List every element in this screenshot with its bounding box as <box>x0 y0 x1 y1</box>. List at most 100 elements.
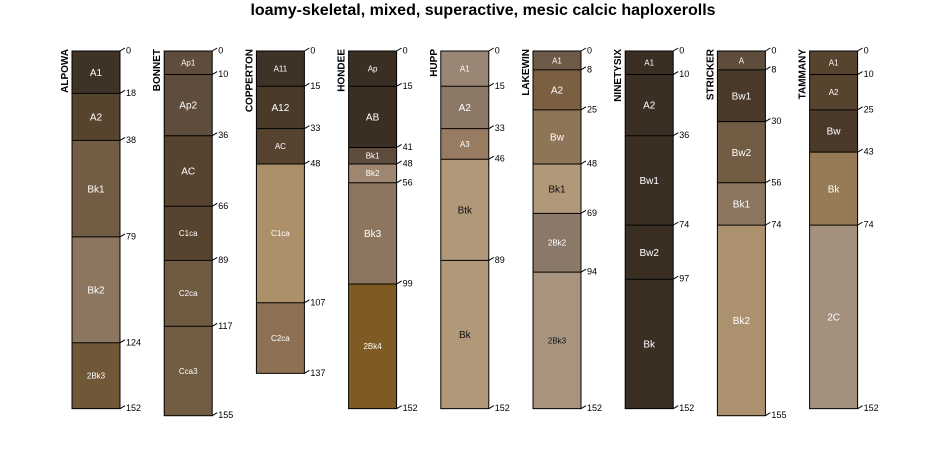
horizon-label-stricker-3: Bk1 <box>733 200 751 211</box>
horizon-label-alpowa-4: 2Bk3 <box>87 372 106 381</box>
horizon-bonnet-5 <box>164 326 213 416</box>
horizon-hondee-1 <box>348 86 397 148</box>
depth-label-lakewin-5: 94 <box>587 267 597 277</box>
horizon-lakewin-5 <box>533 272 581 409</box>
profile-name-alpowa: ALPOWA <box>60 49 71 93</box>
depth-label-tammany-1: 10 <box>864 69 874 79</box>
horizon-hondee-5 <box>348 283 397 409</box>
depth-label-lakewin-0: 0 <box>587 46 592 56</box>
profile-stricker: A Bw1 Bw2 Bk1 Bk2 0 8 30 56 74 155 STRICKER <box>705 46 786 421</box>
horizon-label-copperton-0: A11 <box>274 65 288 74</box>
horizon-lakewin-3 <box>533 163 581 214</box>
horizon-label-ninetysix-3: Bw2 <box>639 248 659 259</box>
depth-tick-ninetysix-4 <box>672 275 679 280</box>
profile-outline-hondee <box>348 50 398 410</box>
depth-tick-copperton-0 <box>304 47 310 52</box>
horizon-label-hondee-4: Bk3 <box>364 229 382 240</box>
depth-label-lakewin-2: 25 <box>587 104 597 114</box>
depth-label-stricker-0: 0 <box>771 46 776 56</box>
profile-ninetysix: A1 A2 Bw1 Bw2 Bk 0 10 36 74 97 152 NINETYSIX <box>613 46 694 414</box>
horizon-bonnet-1 <box>164 74 213 136</box>
profile-name-hupp: HUPP <box>429 49 440 77</box>
horizon-label-bonnet-5: Cca3 <box>179 367 198 376</box>
profile-hondee: Ap AB Bk1 Bk2 Bk3 2Bk4 0 15 41 48 56 99 152 HONDEE <box>337 46 418 414</box>
horizon-label-bonnet-2: AC <box>181 167 195 178</box>
depth-tick-stricker-1 <box>765 66 771 71</box>
depth-label-stricker-4: 74 <box>771 220 781 230</box>
depth-label-ninetysix-1: 10 <box>679 69 689 79</box>
depth-tick-alpowa-5 <box>119 405 126 410</box>
profile-outline-bonnet <box>163 50 213 417</box>
horizon-label-ninetysix-1: A2 <box>643 101 656 112</box>
horizon-alpowa-0 <box>72 51 120 94</box>
horizon-label-lakewin-0: A1 <box>552 56 562 65</box>
horizon-label-ninetysix-2: Bw1 <box>639 176 659 187</box>
horizon-bonnet-2 <box>164 135 213 207</box>
depth-label-bonnet-2: 36 <box>218 130 228 140</box>
depth-tick-hupp-0 <box>488 47 495 52</box>
depth-tick-tammany-5 <box>857 405 863 410</box>
depth-label-hondee-3: 48 <box>403 158 413 168</box>
horizon-label-hondee-1: AB <box>366 112 380 123</box>
depth-tick-lakewin-2 <box>580 106 587 111</box>
profile-outline-ninetysix <box>624 50 674 410</box>
horizon-label-tammany-4: 2C <box>827 312 840 323</box>
depth-tick-alpowa-1 <box>119 89 126 94</box>
horizon-lakewin-4 <box>533 213 581 273</box>
depth-label-bonnet-4: 89 <box>218 255 228 265</box>
horizon-hondee-4 <box>348 182 397 284</box>
horizon-lakewin-1 <box>533 69 581 110</box>
horizon-tammany-0 <box>809 51 858 75</box>
depth-tick-ninetysix-2 <box>672 132 679 137</box>
depth-tick-stricker-2 <box>765 118 771 123</box>
depth-tick-stricker-5 <box>765 412 771 417</box>
horizon-ninetysix-1 <box>625 74 674 136</box>
horizon-copperton-1 <box>256 86 305 129</box>
depth-tick-alpowa-4 <box>119 339 126 344</box>
depth-label-tammany-2: 25 <box>864 104 874 114</box>
depth-label-hupp-3: 46 <box>495 154 505 164</box>
horizon-hupp-2 <box>440 128 489 160</box>
depth-label-bonnet-3: 66 <box>218 201 228 211</box>
depth-tick-lakewin-6 <box>580 405 587 410</box>
depth-label-bonnet-6: 155 <box>218 410 233 420</box>
horizon-bonnet-4 <box>164 260 213 327</box>
horizon-label-alpowa-1: A2 <box>90 112 103 123</box>
horizon-alpowa-2 <box>72 140 120 237</box>
depth-tick-ninetysix-1 <box>672 71 679 75</box>
profile-name-stricker: STRICKER <box>705 48 716 100</box>
depth-tick-ninetysix-0 <box>672 47 679 52</box>
horizon-stricker-4 <box>717 225 766 416</box>
profile-outline-hupp <box>440 50 490 410</box>
depth-tick-tammany-3 <box>857 148 863 153</box>
horizon-label-hondee-0: Ap <box>368 65 378 74</box>
horizon-hondee-0 <box>348 51 397 87</box>
horizon-stricker-1 <box>717 69 766 122</box>
depth-label-ninetysix-2: 36 <box>679 130 689 140</box>
depth-tick-lakewin-3 <box>580 160 587 165</box>
profile-name-bonnet: BONNET <box>152 49 163 91</box>
horizon-label-copperton-2: AC <box>275 142 286 151</box>
depth-label-ninetysix-4: 97 <box>679 274 689 284</box>
horizon-lakewin-2 <box>533 109 581 164</box>
horizon-label-stricker-0: A <box>739 56 745 65</box>
profile-name-ninetysix: NINETYSIX <box>613 49 624 102</box>
depth-label-stricker-1: 8 <box>771 64 776 74</box>
horizon-label-lakewin-5: 2Bk3 <box>548 336 567 345</box>
profile-alpowa: A1 A2 Bk1 Bk2 2Bk3 0 18 38 79 124 152 ALPOWA <box>60 46 141 414</box>
depth-tick-stricker-4 <box>765 221 771 226</box>
horizon-ninetysix-3 <box>625 225 674 280</box>
horizon-tammany-3 <box>809 152 858 226</box>
profile-hupp: A1 A2 A3 Btk Bk 0 15 33 46 89 152 HUPP <box>429 46 510 414</box>
horizon-label-bonnet-4: C2ca <box>179 289 198 298</box>
depth-label-copperton-2: 33 <box>310 123 320 133</box>
depth-tick-alpowa-2 <box>119 136 126 141</box>
depth-tick-bonnet-5 <box>211 322 218 327</box>
profile-outline-alpowa <box>71 50 121 410</box>
profile-bonnet: Ap1 Ap2 AC C1ca C2ca Cca3 0 10 36 66 89 117 155 BONNE… <box>152 46 233 421</box>
horizon-label-tammany-2: Bw <box>827 127 842 138</box>
depth-label-bonnet-0: 0 <box>218 46 223 56</box>
horizon-label-bonnet-0: Ap1 <box>181 59 196 68</box>
depth-label-hondee-2: 41 <box>403 142 413 152</box>
